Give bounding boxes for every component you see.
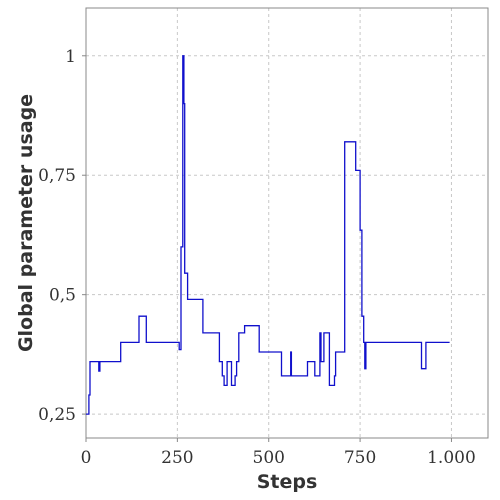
series-line-0 xyxy=(86,55,450,415)
x-axis-title: Steps xyxy=(257,471,318,493)
y-tick-label: 1 xyxy=(65,47,76,67)
x-tick-label: 500 xyxy=(253,448,285,468)
x-tick-label: 1.000 xyxy=(427,448,476,468)
series-layer xyxy=(86,55,450,415)
grid-lines xyxy=(86,8,488,438)
y-tick-label: 0,75 xyxy=(38,166,76,186)
y-axis-title: Global parameter usage xyxy=(15,94,37,352)
y-tick-label: 0,25 xyxy=(38,405,76,425)
x-tick-label: 250 xyxy=(161,448,193,468)
x-tick-label: 750 xyxy=(344,448,376,468)
plot-area-frame xyxy=(85,7,489,439)
y-tick-label: 0,5 xyxy=(49,286,76,306)
x-tick-label: 0 xyxy=(81,448,92,468)
tick-labels: 0 250 500 750 1.000 0,25 0,5 0,75 1 xyxy=(38,47,476,468)
